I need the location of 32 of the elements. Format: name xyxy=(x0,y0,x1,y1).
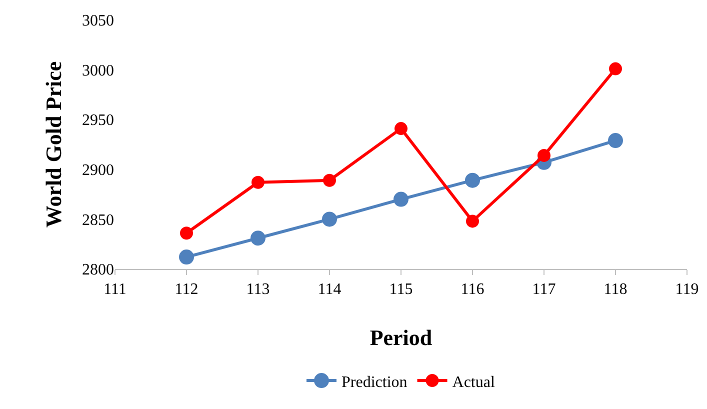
y-axis-title: World Gold Price xyxy=(41,61,66,228)
point xyxy=(179,250,194,265)
x-tick-label: 113 xyxy=(246,281,270,298)
point xyxy=(323,174,336,187)
point xyxy=(465,172,480,188)
point xyxy=(394,192,408,207)
y-tick-label: 2850 xyxy=(82,212,114,229)
y-tick-label: 3050 xyxy=(82,12,114,30)
point xyxy=(466,214,479,228)
legend-label: Prediction xyxy=(342,374,408,391)
y-tick-label: 2900 xyxy=(82,162,114,179)
y-tick-label: 2950 xyxy=(82,112,114,130)
x-tick-label: 117 xyxy=(532,281,556,298)
point xyxy=(322,212,337,227)
x-tick-label: 118 xyxy=(604,281,628,298)
point xyxy=(180,226,193,240)
point xyxy=(609,62,622,76)
x-tick-label: 112 xyxy=(174,281,198,298)
point xyxy=(252,176,264,189)
legend-label: Actual xyxy=(452,374,496,391)
y-tick-label: 2800 xyxy=(82,262,114,279)
y-tick-label: 3000 xyxy=(82,62,114,80)
point xyxy=(250,230,266,246)
x-axis-title: Period xyxy=(370,325,432,350)
point xyxy=(538,148,550,162)
x-tick-label: 116 xyxy=(460,281,484,298)
x-tick-label: 119 xyxy=(675,281,699,298)
point xyxy=(608,133,623,148)
point xyxy=(394,122,408,136)
x-tick-label: 111 xyxy=(104,281,126,298)
x-tick-label: 114 xyxy=(318,281,342,298)
x-tick-label: 115 xyxy=(389,281,413,298)
